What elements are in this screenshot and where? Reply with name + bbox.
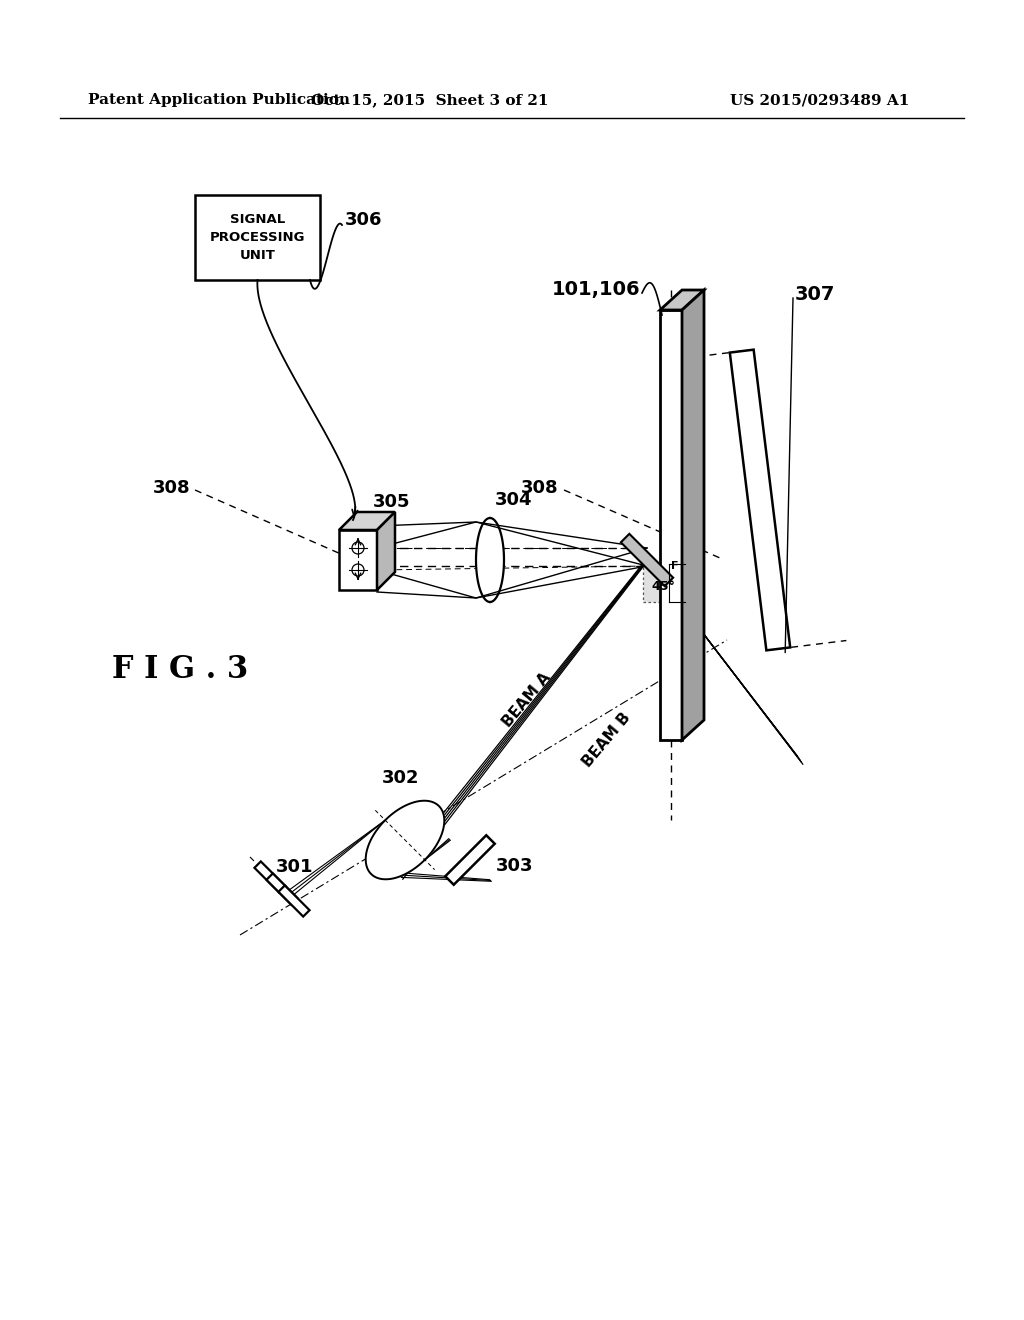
Text: BEAM A: BEAM A (500, 671, 554, 730)
Polygon shape (621, 533, 673, 586)
Text: 308: 308 (520, 479, 558, 498)
Text: 303: 303 (496, 857, 534, 875)
Polygon shape (660, 290, 705, 310)
Text: 45°: 45° (651, 581, 675, 594)
Text: 308: 308 (153, 479, 190, 498)
Text: US 2015/0293489 A1: US 2015/0293489 A1 (730, 92, 909, 107)
Text: F: F (671, 561, 679, 572)
Polygon shape (476, 517, 504, 602)
Text: 306: 306 (345, 211, 383, 228)
Text: 302: 302 (382, 770, 420, 787)
Polygon shape (730, 350, 791, 651)
Text: 301: 301 (276, 858, 313, 876)
Text: Oct. 15, 2015  Sheet 3 of 21: Oct. 15, 2015 Sheet 3 of 21 (311, 92, 549, 107)
Text: 307: 307 (795, 285, 836, 305)
Polygon shape (254, 862, 286, 892)
Bar (660, 310, 682, 741)
Text: 304: 304 (495, 491, 532, 510)
Text: 305: 305 (373, 492, 411, 511)
Text: BEAM B: BEAM B (580, 710, 634, 770)
Polygon shape (266, 874, 298, 904)
Text: 101,106: 101,106 (551, 281, 640, 300)
Text: Patent Application Publication: Patent Application Publication (88, 92, 350, 107)
Polygon shape (445, 836, 495, 884)
Polygon shape (682, 290, 705, 741)
Polygon shape (366, 801, 444, 879)
Bar (643, 564, 695, 602)
Bar (195, 195, 319, 280)
Text: F I G . 3: F I G . 3 (112, 655, 248, 685)
Text: SIGNAL
PROCESSING
UNIT: SIGNAL PROCESSING UNIT (210, 213, 305, 261)
Polygon shape (339, 512, 395, 531)
Polygon shape (339, 531, 377, 590)
Polygon shape (377, 512, 395, 590)
Polygon shape (279, 886, 309, 916)
